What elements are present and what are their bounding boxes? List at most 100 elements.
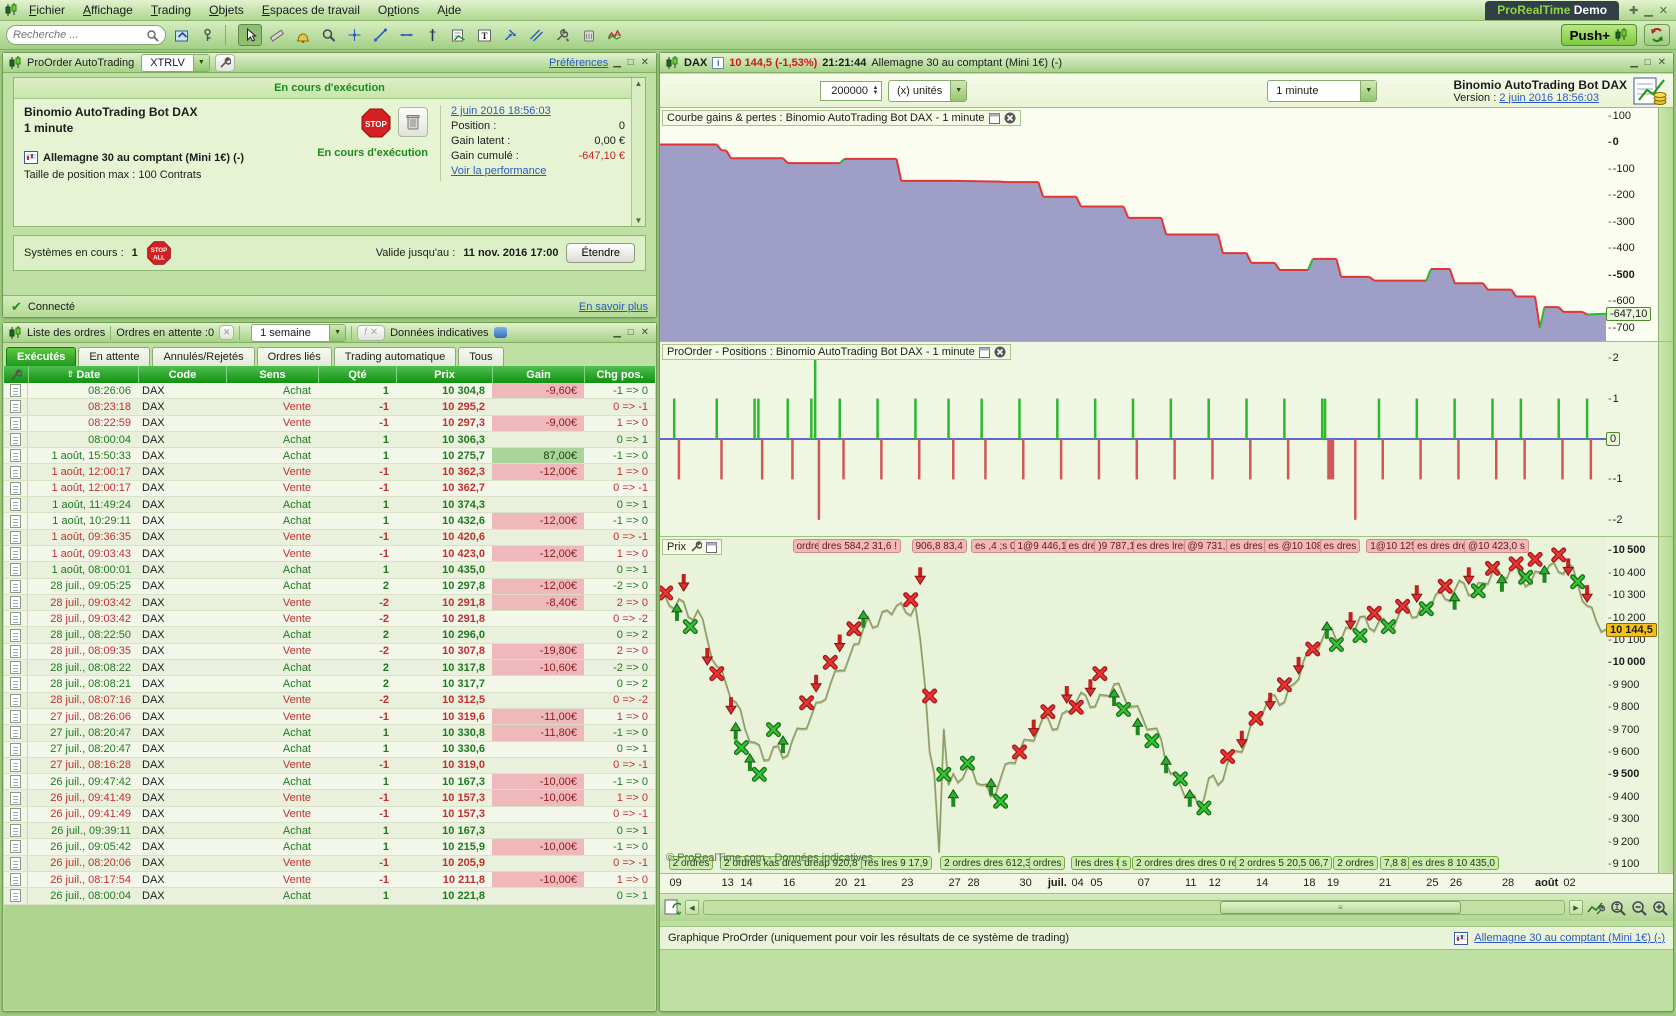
order-doc-icon[interactable] [4, 692, 28, 708]
chart-settings-icon[interactable] [1587, 900, 1605, 916]
table-row[interactable]: 26 juil., 09:39:11 DAX Achat 1 10 167,3 0 => … [4, 823, 655, 840]
price-chart-plot[interactable]: Prix ordres dres 584,2 31,6 ! 906,8 83,4 es… [660, 537, 1606, 874]
table-row[interactable]: 26 juil., 08:00:04 DAX Achat 1 10 221,8 0 => … [4, 888, 655, 905]
version-link[interactable]: 2 juin 2016 18:56:03 [1499, 91, 1600, 104]
order-doc-icon[interactable] [4, 855, 28, 871]
maximize-icon[interactable]: □ [1644, 57, 1653, 68]
preferences-link[interactable]: Préférences [548, 56, 609, 69]
unit-select[interactable]: (x) unités ▼ [888, 79, 968, 102]
alarm-tool-icon[interactable] [290, 23, 314, 47]
close-icon[interactable]: ✕ [1657, 57, 1668, 68]
start-date-link[interactable]: 2 juin 2016 18:56:03 [451, 105, 551, 117]
arrows-tool-icon[interactable] [498, 23, 522, 47]
table-row[interactable]: 1 août, 09:36:35 DAX Vente -1 10 420,6 0 => -… [4, 529, 655, 546]
tab-tous[interactable]: Tous [458, 347, 504, 366]
tab-trading-automatique[interactable]: Trading automatique [333, 347, 457, 366]
price-chart-label[interactable]: Prix [662, 539, 722, 555]
table-row[interactable]: 28 juil., 09:03:42 DAX Vente -2 10 291,8 0 =>… [4, 611, 655, 628]
table-row[interactable]: 1 août, 15:50:33 DAX Achat 1 10 275,7 87,00€ -… [4, 448, 655, 465]
order-doc-icon[interactable] [4, 594, 28, 611]
order-doc-icon[interactable] [4, 513, 28, 529]
column-header-qt-[interactable]: Qté [318, 366, 396, 383]
close-circle-icon[interactable] [1004, 112, 1016, 124]
order-doc-icon[interactable] [4, 627, 28, 643]
table-row[interactable]: 08:00:04 DAX Achat 1 10 306,3 0 => 1 [4, 431, 655, 449]
table-row[interactable]: 27 juil., 08:26:06 DAX Vente -1 10 319,6 -11,… [4, 708, 655, 726]
proorder-titlebar[interactable]: ProOrder AutoTrading XTRLV ▼ Préférences … [3, 53, 656, 73]
minimize-icon[interactable]: ▁ [613, 57, 623, 68]
filter-button[interactable]: f ✕ [357, 324, 386, 341]
order-doc-icon[interactable] [4, 790, 28, 806]
filter-column-icon[interactable] [4, 366, 28, 383]
column-header-prix[interactable]: Prix [396, 366, 492, 383]
timeframe-select[interactable]: 1 minute ▼ [1267, 79, 1378, 102]
menu-espaces-de-travail[interactable]: Espaces de travail [261, 3, 360, 17]
close-icon[interactable]: ✕ [640, 327, 651, 338]
table-row[interactable]: 1 août, 12:00:17 DAX Vente -1 10 362,7 0 => -… [4, 480, 655, 498]
pointer-tool-icon[interactable] [238, 24, 262, 46]
menu-aide[interactable]: Aide [437, 3, 462, 17]
search-input[interactable] [13, 29, 146, 41]
tab-ordres-li-s[interactable]: Ordres liés [256, 347, 332, 366]
order-doc-icon[interactable] [4, 431, 28, 448]
scroll-right-icon[interactable]: ▶ [1569, 900, 1583, 915]
maximize-icon[interactable]: □ [627, 57, 636, 68]
detach-window-icon[interactable] [705, 541, 717, 553]
table-row[interactable]: 1 août, 11:49:24 DAX Achat 1 10 374,3 0 => 1 [4, 497, 655, 514]
zoom-out-icon[interactable] [1631, 900, 1648, 916]
tab-en-attente[interactable]: En attente [78, 347, 151, 366]
text-tool-icon[interactable]: T [472, 23, 496, 47]
order-doc-icon[interactable] [4, 823, 28, 839]
table-row[interactable]: 26 juil., 09:05:42 DAX Achat 1 10 215,9 -10,0… [4, 839, 655, 856]
channel-tool-icon[interactable] [524, 23, 548, 47]
tab-ex-cut-s[interactable]: Exécutés [6, 347, 77, 366]
column-header-gain[interactable]: Gain [492, 366, 584, 383]
table-row[interactable]: 1 août, 12:00:17 DAX Vente -1 10 362,3 -12,00… [4, 464, 655, 481]
close-icon[interactable]: ✕ [1658, 4, 1668, 17]
menu-affichage[interactable]: Affichage [83, 3, 133, 17]
menu-objets[interactable]: Objets [209, 3, 244, 17]
zoom-in-icon[interactable] [1652, 900, 1669, 916]
detach-window-icon[interactable] [978, 346, 990, 358]
table-row[interactable]: 28 juil., 09:03:42 DAX Vente -2 10 291,8 -8,4… [4, 594, 655, 612]
minimize-icon[interactable]: ▁ [1644, 4, 1653, 17]
delete-system-button[interactable] [398, 107, 428, 137]
tab-annul-s-rejet-s[interactable]: Annulés/Rejetés [152, 347, 255, 366]
proorder-settings-button[interactable] [214, 53, 235, 72]
minimize-icon[interactable]: ▁ [613, 327, 623, 338]
order-doc-icon[interactable] [4, 464, 28, 480]
search-icon[interactable] [146, 29, 159, 42]
indicator-list-icon[interactable] [446, 23, 470, 47]
column-header-chg-pos-[interactable]: Chg pos. [584, 366, 655, 383]
order-doc-icon[interactable] [4, 643, 28, 660]
snapshot-icon[interactable] [664, 899, 681, 916]
extend-button[interactable]: Étendre [566, 243, 635, 263]
table-row[interactable]: 27 juil., 08:20:47 DAX Achat 1 10 330,8 -11,8… [4, 725, 655, 742]
card-scrollbar[interactable]: ▲ ▼ [631, 78, 645, 226]
chart-hscrollbar[interactable]: ≡ [703, 900, 1565, 915]
zoom-tool-icon[interactable] [316, 23, 340, 47]
table-row[interactable]: 1 août, 08:00:01 DAX Achat 1 10 435,0 0 => 1 [4, 562, 655, 579]
order-doc-icon[interactable] [4, 480, 28, 497]
table-row[interactable]: 28 juil., 08:22:50 DAX Achat 2 10 296,0 0 => … [4, 627, 655, 644]
scroll-down-icon[interactable]: ▼ [634, 216, 643, 225]
table-row[interactable]: 08:23:18 DAX Vente -1 10 295,2 0 => -1 [4, 399, 655, 416]
gains-chart-plot[interactable]: Courbe gains & pertes : Binomio AutoTrad… [660, 108, 1606, 342]
order-doc-icon[interactable] [4, 545, 28, 562]
push-button[interactable]: Push+ [1560, 24, 1637, 46]
order-doc-icon[interactable] [4, 774, 28, 790]
stop-system-button[interactable]: STOP [360, 107, 392, 139]
point-tool-icon[interactable] [342, 23, 366, 47]
vline-tool-icon[interactable] [420, 23, 444, 47]
stepper-arrows-icon[interactable]: ▲ ▼ [872, 84, 879, 96]
eraser-tool-icon[interactable] [576, 23, 600, 47]
table-row[interactable]: 28 juil., 08:08:22 DAX Achat 2 10 317,8 -10,6… [4, 660, 655, 677]
table-row[interactable]: 1 août, 10:29:11 DAX Achat 1 10 432,6 -12,00€… [4, 513, 655, 530]
refresh-button[interactable] [1644, 24, 1670, 46]
minimize-icon[interactable]: ▁ [1630, 57, 1640, 68]
table-row[interactable]: 08:26:06 DAX Achat 1 10 304,8 -9,60€ -1 => 0 [4, 383, 655, 400]
period-select[interactable]: 1 semaine ▼ [251, 323, 347, 342]
performance-link[interactable]: Voir la performance [451, 165, 547, 177]
table-row[interactable]: 28 juil., 08:08:21 DAX Achat 2 10 317,7 0 => … [4, 676, 655, 693]
order-doc-icon[interactable] [4, 741, 28, 757]
